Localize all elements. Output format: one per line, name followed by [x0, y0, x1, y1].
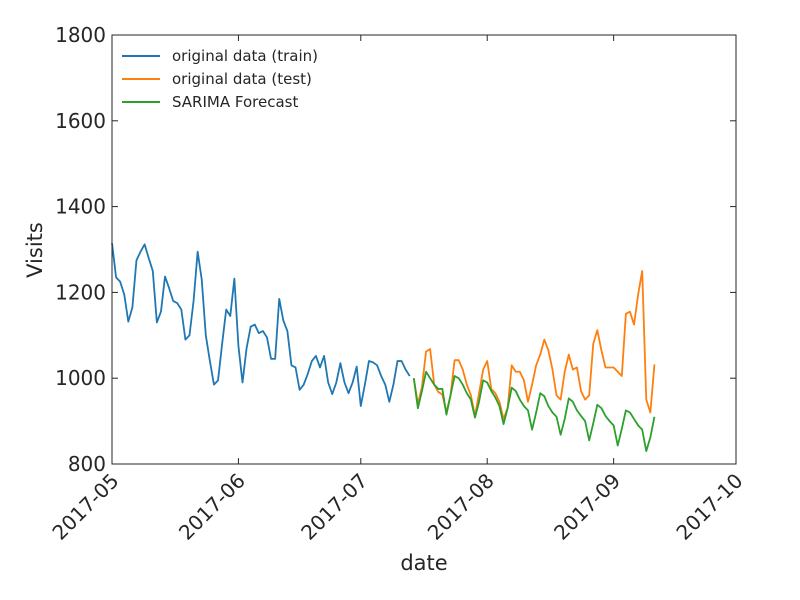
- y-tick-label: 1600: [55, 109, 106, 133]
- y-tick-label: 800: [68, 452, 106, 476]
- x-axis-label: date: [400, 551, 447, 575]
- series-line: [111, 242, 411, 407]
- y-tick-label: 1800: [55, 23, 106, 47]
- series-line: [412, 370, 656, 453]
- y-tick-label: 1200: [55, 280, 106, 304]
- legend-label: SARIMA Forecast: [172, 93, 298, 111]
- plot-frame: [111, 34, 737, 465]
- legend-label: original data (test): [172, 70, 312, 88]
- y-axis-label: Visits: [23, 222, 47, 278]
- legend-label: original data (train): [172, 47, 318, 65]
- series-line: [412, 270, 656, 420]
- y-tick-label: 1000: [55, 366, 106, 390]
- y-tick-label: 1400: [55, 195, 106, 219]
